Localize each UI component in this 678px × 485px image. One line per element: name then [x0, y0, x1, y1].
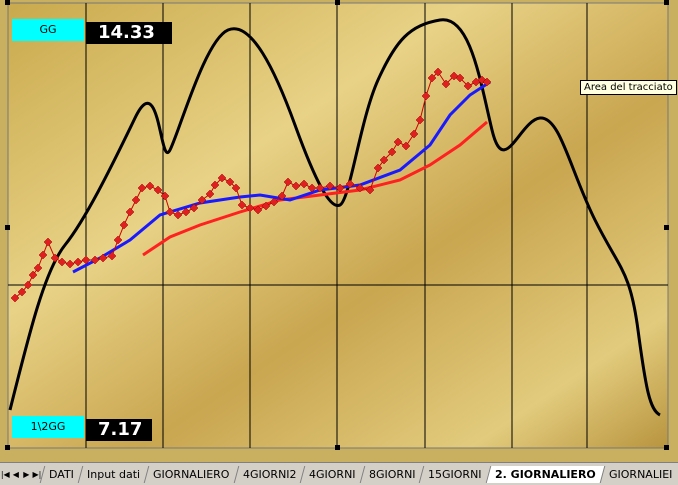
tab-nav[interactable]: ◀	[12, 469, 19, 479]
plot-area[interactable]	[7, 2, 669, 449]
sheet-tab-label: 15GIORNI	[428, 467, 482, 481]
sheet-tab-label: 8GIORNI	[368, 467, 416, 481]
sheet-tab-label: DATI	[49, 467, 75, 481]
label-value: 7.17	[86, 419, 152, 441]
tab-nav[interactable]: ▶	[23, 469, 30, 479]
label-name: GG	[12, 19, 84, 41]
tab-nav[interactable]: |◀	[0, 469, 10, 479]
sheet-tab-label: 4GIORNI2	[242, 467, 297, 481]
sheet-tab[interactable]: Input dati	[77, 465, 149, 483]
tab-nav[interactable]: ▶|	[32, 469, 42, 479]
sheet-tab[interactable]: 15GIORNI	[419, 465, 491, 483]
sheet-tab-label: GIORNALIERO	[153, 467, 230, 481]
sheet-tab-label: 4GIORNI	[309, 467, 356, 481]
sheet-tab-label: 2. GIORNALIERO	[494, 467, 596, 481]
chart	[0, 0, 678, 462]
sheet-tab[interactable]: 8GIORNI	[359, 465, 424, 483]
sheet-tab[interactable]: 4GIORNI	[299, 465, 365, 483]
sheet-tab[interactable]: 4GIORNI2	[233, 465, 305, 483]
sheet-tab[interactable]: GIORNALIERO	[143, 465, 238, 483]
label-name: 1\2GG	[12, 416, 84, 438]
sheet-tab[interactable]: 2. GIORNALIERO	[485, 465, 604, 483]
selection-handles	[5, 0, 669, 450]
sheet-tabs: |◀ ◀ ▶ ▶| DATI Input dati GIORNALIERO 4GIOR…	[0, 462, 678, 485]
sheet-tab-label: GIORNALIEI	[608, 467, 672, 481]
diamond-series	[15, 72, 487, 298]
label-value: 14.33	[86, 22, 172, 44]
tooltip: Area del tracciato	[580, 80, 677, 95]
sheet-tab[interactable]: DATI	[39, 465, 83, 483]
sheet-tab-label: Input dati	[87, 467, 141, 481]
sheet-tab[interactable]: GIORNALIEI	[599, 465, 678, 483]
